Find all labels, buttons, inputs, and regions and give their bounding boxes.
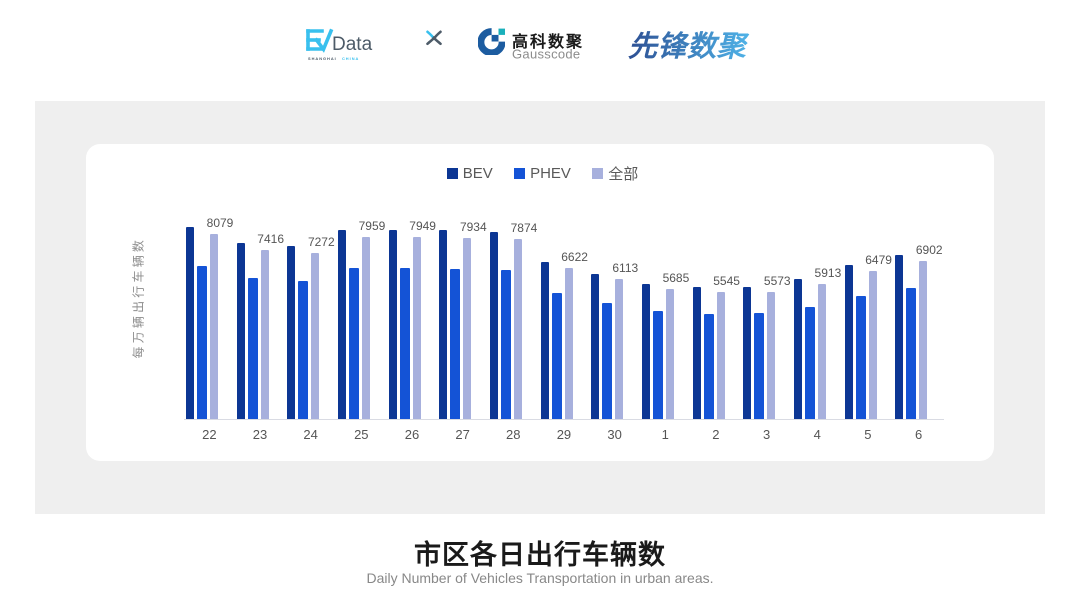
- svg-text:CHINA: CHINA: [342, 56, 359, 61]
- svg-text:SHANGHAI: SHANGHAI: [308, 56, 337, 61]
- svg-text:Gausscode: Gausscode: [512, 47, 580, 61]
- svg-text:Data: Data: [332, 34, 373, 55]
- svg-text:先锋数聚: 先锋数聚: [628, 31, 750, 62]
